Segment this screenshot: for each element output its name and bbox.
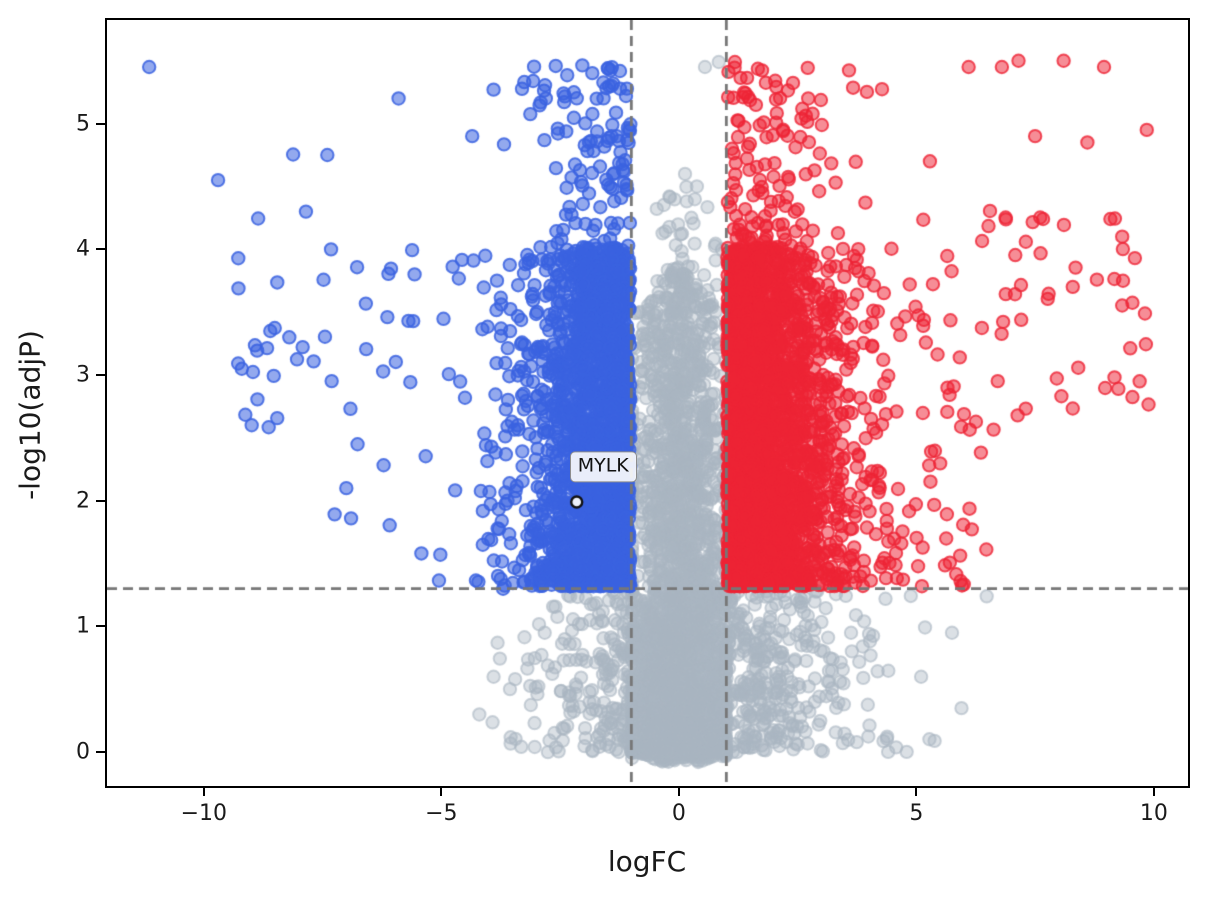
scatter-canvas xyxy=(107,20,1188,786)
y-tick-label: 3 xyxy=(76,362,90,388)
y-tick-mark xyxy=(96,374,105,377)
x-tick-label: 5 xyxy=(909,801,924,826)
y-tick-mark xyxy=(96,122,105,125)
y-tick-label: 5 xyxy=(76,111,90,137)
y-axis-label: -log10(adjP) xyxy=(13,330,47,500)
y-tick-mark xyxy=(96,751,105,754)
x-tick-label: 0 xyxy=(671,801,686,826)
x-tick-label: −5 xyxy=(425,801,458,826)
x-tick-label: 10 xyxy=(1139,801,1168,826)
x-tick-mark xyxy=(915,787,918,796)
y-tick-label: 0 xyxy=(76,739,90,765)
gene-label-mylk: MYLK xyxy=(569,451,637,482)
y-tick-mark xyxy=(96,499,105,502)
x-tick-label: −10 xyxy=(180,801,228,826)
x-tick-mark xyxy=(677,787,680,796)
y-tick-label: 4 xyxy=(76,236,90,262)
x-tick-mark xyxy=(1152,787,1155,796)
y-tick-label: 1 xyxy=(76,613,90,639)
x-tick-mark xyxy=(440,787,443,796)
y-tick-label: 2 xyxy=(76,488,90,514)
x-tick-mark xyxy=(202,787,205,796)
x-axis-label: logFC xyxy=(607,845,687,878)
y-tick-mark xyxy=(96,248,105,251)
plot-area xyxy=(105,18,1190,788)
y-tick-mark xyxy=(96,625,105,628)
